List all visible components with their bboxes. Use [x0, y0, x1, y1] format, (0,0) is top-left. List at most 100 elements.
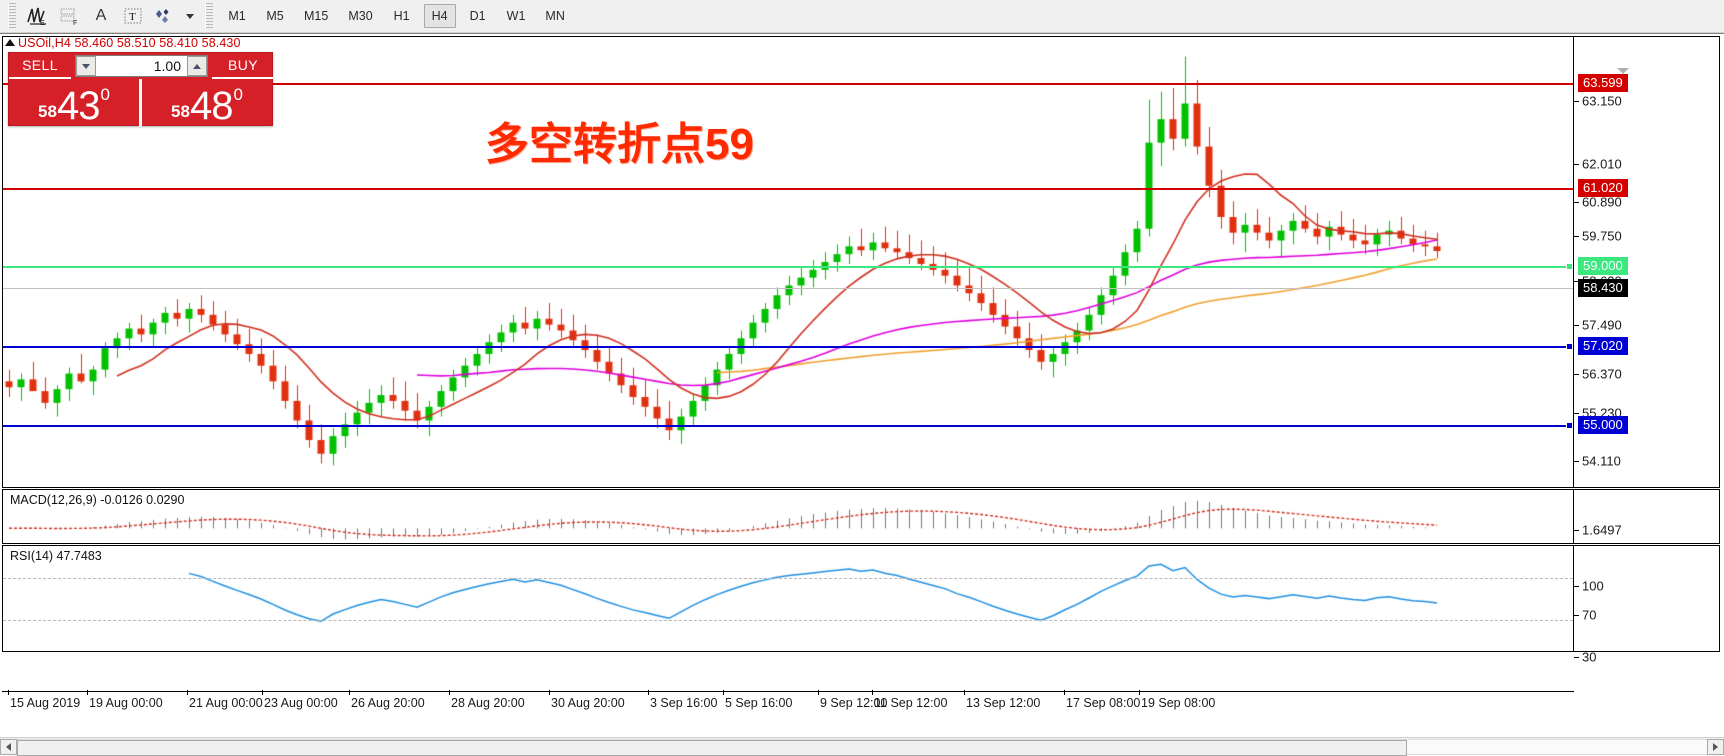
- price-axis-label: 57.490: [1582, 317, 1622, 333]
- time-axis-tick: [872, 690, 873, 695]
- price-axis-tick: [1574, 281, 1579, 282]
- time-axis-tick: [648, 690, 649, 695]
- text-label-icon[interactable]: T: [117, 1, 149, 31]
- price-level-label-green: 59.000: [1578, 257, 1628, 275]
- horizontal-level-line[interactable]: [3, 83, 1573, 85]
- text-tool-icon[interactable]: A: [95, 7, 107, 24]
- buy-button[interactable]: BUY: [212, 53, 274, 79]
- indicators-icon[interactable]: E: [21, 1, 53, 31]
- horizontal-level-line[interactable]: [3, 425, 1573, 427]
- scroll-right-button[interactable]: [1707, 738, 1724, 755]
- tab-timeframe-d1[interactable]: D1: [469, 9, 486, 23]
- scrollbar-track[interactable]: [17, 738, 1707, 756]
- one-click-trading-panel[interactable]: SELL 1.00 BUY 58 43 0 58 48 0: [8, 52, 274, 127]
- time-axis-label: 19 Sep 08:00: [1141, 696, 1216, 710]
- bid-price-line: [3, 288, 1573, 289]
- tab-timeframe-h4[interactable]: H4: [423, 4, 456, 28]
- horizontal-level-line[interactable]: [3, 346, 1573, 348]
- volume-decrease-button[interactable]: [76, 56, 96, 76]
- horizontal-scrollbar[interactable]: [0, 737, 1724, 756]
- time-axis-label: 15 Aug 2019: [10, 696, 81, 710]
- tab-timeframe-m15[interactable]: M15: [304, 9, 329, 23]
- price-axis-label: 62.010: [1582, 156, 1622, 172]
- sell-price-pips: 43: [56, 84, 100, 128]
- buy-price-integer: 58: [171, 102, 190, 121]
- time-axis-tick: [549, 690, 550, 695]
- price-axis-tick: [1574, 236, 1579, 237]
- current-bid-label: 58.430: [1578, 279, 1628, 297]
- time-axis-label: 3 Sep 16:00: [650, 696, 718, 710]
- price-axis-tick: [1574, 164, 1579, 165]
- rsi-band-line: [3, 577, 1573, 579]
- templates-dropdown-icon[interactable]: [181, 1, 197, 31]
- macd-pane[interactable]: MACD(12,26,9) -0.0126 0.0290 1.64970.00-…: [2, 489, 1720, 579]
- buy-price-fraction: 0: [233, 85, 243, 104]
- toolbar-grip[interactable]: [8, 3, 16, 29]
- chart-panes: 63.599 63.150 62.010 61.020 60.890 59.750 59.0…: [2, 36, 1720, 691]
- time-axis-tick: [262, 690, 263, 695]
- time-axis-tick: [87, 690, 88, 695]
- sell-price-display[interactable]: 58 43 0: [9, 79, 139, 127]
- svg-text:F: F: [73, 20, 77, 26]
- rsi-pane[interactable]: RSI(14) 47.7483 100 70 30: [2, 545, 1720, 665]
- symbol-ohlc-label: USOil,H4 58.460 58.510 58.410 58.430: [18, 36, 241, 50]
- macd-axis[interactable]: 1.64970.00-0.6317: [1573, 490, 1719, 579]
- price-level-label-red: 61.020: [1578, 179, 1628, 197]
- chart-frame[interactable]: USOil,H4 58.460 58.510 58.410 58.430 多空转…: [0, 33, 1724, 735]
- rsi-axis-label: 100: [1582, 578, 1604, 594]
- level-anchor-handle[interactable]: [1566, 263, 1573, 270]
- time-axis-tick: [449, 690, 450, 695]
- level-anchor-handle[interactable]: [1566, 343, 1573, 350]
- tab-timeframe-mn[interactable]: MN: [545, 9, 565, 23]
- rsi-axis-label: 30: [1582, 649, 1597, 665]
- price-axis-tick: [1574, 374, 1579, 375]
- tab-timeframe-m30[interactable]: M30: [348, 9, 373, 23]
- timeframe-group-grip[interactable]: [205, 3, 213, 29]
- timeframes-icon[interactable]: F: [53, 1, 85, 31]
- price-axis[interactable]: 63.599 63.150 62.010 61.020 60.890 59.750 59.0…: [1573, 37, 1719, 510]
- pane-collapse-icon[interactable]: [1617, 68, 1629, 74]
- main-toolbar: E F A T M1 M5 M15 M30 H1 H4 D1 W1 MN: [0, 0, 1724, 33]
- price-axis-tick: [1574, 413, 1579, 414]
- horizontal-level-line[interactable]: [3, 266, 1573, 268]
- time-axis-label: 11 Sep 12:00: [874, 696, 948, 710]
- time-axis-label: 26 Aug 20:00: [351, 696, 425, 710]
- price-axis-label: 60.890: [1582, 194, 1622, 210]
- time-axis-label: 17 Sep 08:00: [1066, 696, 1141, 710]
- rsi-axis-label-tick: [1574, 586, 1579, 587]
- time-axis-tick: [1139, 690, 1140, 695]
- tab-timeframe-w1[interactable]: W1: [506, 9, 526, 23]
- volume-input[interactable]: 1.00: [153, 58, 181, 74]
- svg-text:E: E: [40, 20, 45, 26]
- volume-stepper[interactable]: 1.00: [75, 55, 208, 77]
- level-anchor-handle[interactable]: [1566, 422, 1573, 429]
- volume-increase-button[interactable]: [187, 56, 207, 76]
- tab-timeframe-m5[interactable]: M5: [266, 9, 284, 23]
- rsi-axis[interactable]: 100 70 30: [1573, 546, 1719, 665]
- sell-button[interactable]: SELL: [9, 53, 71, 79]
- time-axis-label: 30 Aug 20:00: [551, 696, 625, 710]
- scrollbar-thumb[interactable]: [17, 739, 1407, 756]
- price-level-label-red: 63.599: [1578, 74, 1628, 92]
- templates-icon[interactable]: [149, 1, 181, 31]
- tab-timeframe-h1[interactable]: H1: [393, 9, 410, 23]
- time-axis-tick: [349, 690, 350, 695]
- chart-collapse-arrow-icon[interactable]: [5, 39, 15, 46]
- horizontal-level-line[interactable]: [3, 188, 1573, 190]
- tab-timeframe-m1[interactable]: M1: [228, 9, 246, 23]
- buy-price-display[interactable]: 58 48 0: [142, 79, 272, 127]
- rsi-plot-area[interactable]: [3, 546, 1573, 651]
- scroll-left-button[interactable]: [0, 738, 17, 755]
- rsi-axis-label-tick: [1574, 657, 1579, 658]
- time-axis-tick: [1064, 690, 1065, 695]
- price-level-label-blue: 57.020: [1578, 337, 1628, 355]
- macd-caption: MACD(12,26,9) -0.0126 0.0290: [10, 493, 185, 507]
- price-axis-tick: [1574, 202, 1579, 203]
- time-axis[interactable]: 15 Aug 2019 19 Aug 00:00 21 Aug 00:00 23 Au…: [2, 690, 1574, 715]
- sell-price-fraction: 0: [100, 85, 110, 104]
- price-axis-label: 54.110: [1582, 453, 1621, 469]
- chart-annotation-text: 多空转折点59: [485, 120, 754, 169]
- rsi-band-line: [3, 619, 1573, 621]
- macd-plot-area[interactable]: [3, 490, 1573, 543]
- time-axis-tick: [818, 690, 819, 695]
